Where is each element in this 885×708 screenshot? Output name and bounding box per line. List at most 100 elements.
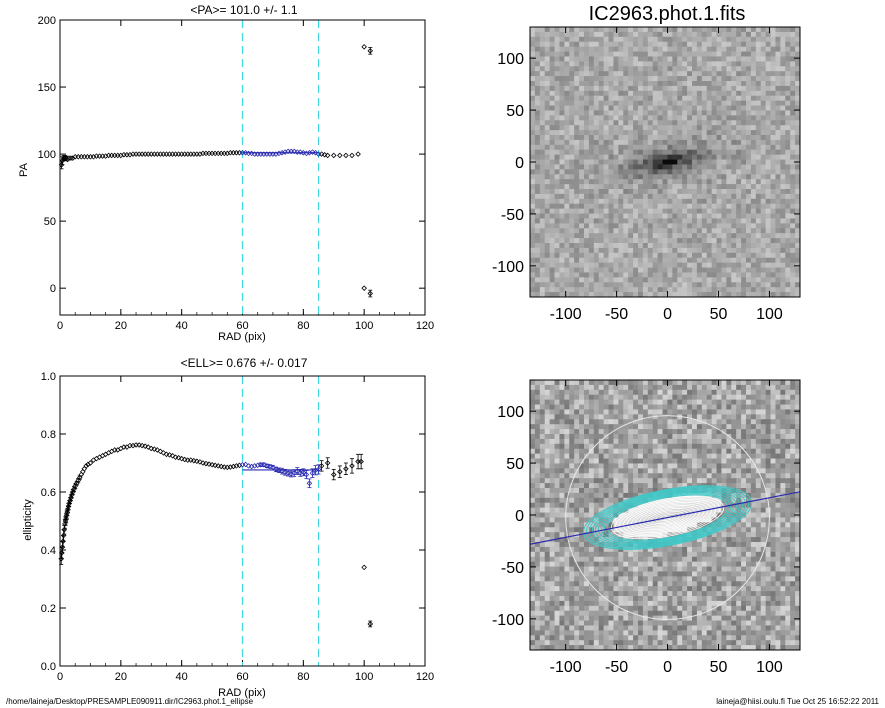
data-point bbox=[203, 460, 209, 467]
data-point bbox=[108, 152, 115, 159]
data-point bbox=[206, 461, 212, 467]
x-tick-label: 100 bbox=[355, 320, 373, 332]
x-tick-label: 0 bbox=[663, 306, 672, 323]
data-point bbox=[330, 152, 337, 159]
data-point bbox=[361, 44, 367, 50]
image-2-isophote-overlay bbox=[530, 415, 800, 620]
pa-ylabel: PA bbox=[18, 162, 30, 177]
data-point bbox=[163, 151, 170, 157]
footer-path: /home/laineja/Desktop/PRESAMPLE090911.di… bbox=[6, 697, 254, 706]
data-point bbox=[139, 442, 145, 449]
pa-panel: <PA>= 101.0 +/- 1.1 PA RAD (pix) 0 20 40 60… bbox=[18, 3, 434, 343]
pa-xlabel: RAD (pix) bbox=[218, 331, 266, 343]
data-point bbox=[233, 149, 240, 156]
data-point bbox=[172, 151, 179, 157]
data-point bbox=[297, 149, 304, 155]
data-point bbox=[93, 455, 100, 462]
x-tick-label: 100 bbox=[756, 306, 783, 323]
data-point bbox=[361, 285, 367, 291]
data-point bbox=[318, 460, 325, 472]
x-tick-label: 100 bbox=[355, 671, 373, 683]
data-point bbox=[358, 453, 364, 470]
outer-circle bbox=[565, 415, 770, 620]
image-2-frame bbox=[529, 379, 801, 651]
data-point bbox=[115, 447, 121, 453]
data-point bbox=[175, 455, 182, 461]
data-point bbox=[90, 457, 97, 463]
data-point bbox=[115, 152, 121, 159]
data-point bbox=[361, 564, 367, 571]
ell-title: <ELL>= 0.676 +/- 0.017 bbox=[181, 356, 308, 370]
data-point bbox=[318, 151, 325, 157]
data-point bbox=[324, 457, 331, 469]
data-point bbox=[181, 456, 188, 463]
y-tick-label: 0.2 bbox=[41, 603, 56, 615]
data-point bbox=[218, 463, 224, 470]
y-tick-label: -50 bbox=[501, 560, 524, 577]
data-point bbox=[80, 468, 86, 475]
data-point bbox=[154, 447, 161, 453]
data-point bbox=[172, 454, 179, 460]
data-point bbox=[68, 155, 74, 161]
image-1-ticks: -100 -50 0 50 100 -100 -50 0 50 100 bbox=[492, 27, 800, 323]
data-point bbox=[291, 148, 297, 155]
data-point bbox=[209, 461, 215, 468]
data-point bbox=[349, 458, 355, 474]
data-point bbox=[118, 445, 124, 452]
data-point bbox=[78, 154, 85, 160]
data-point bbox=[337, 152, 343, 159]
data-point bbox=[194, 151, 200, 157]
data-point bbox=[154, 151, 161, 157]
data-point bbox=[181, 151, 188, 157]
data-point bbox=[178, 455, 185, 462]
y-tick-label: 100 bbox=[497, 404, 524, 421]
data-point bbox=[163, 451, 170, 458]
data-point bbox=[178, 151, 185, 157]
x-tick-label: 60 bbox=[236, 671, 248, 683]
data-point bbox=[160, 151, 167, 157]
x-tick-label: 120 bbox=[416, 320, 434, 332]
data-point bbox=[66, 155, 72, 161]
y-tick-label: 100 bbox=[497, 51, 524, 68]
data-point bbox=[203, 150, 209, 157]
x-tick-label: 40 bbox=[176, 671, 188, 683]
y-tick-label: -100 bbox=[492, 259, 524, 276]
data-point bbox=[133, 151, 139, 157]
data-point bbox=[367, 289, 374, 298]
data-point bbox=[169, 151, 176, 157]
data-point bbox=[142, 443, 148, 449]
data-point bbox=[157, 448, 164, 455]
x-tick-label: 100 bbox=[756, 659, 783, 676]
image-title: IC2963.phot.1.fits bbox=[589, 3, 746, 25]
image-2-pixels bbox=[530, 380, 800, 650]
footer-user-date: laineja@hiisi.oulu.fi Tue Oct 25 16:52:2… bbox=[716, 697, 879, 706]
x-tick-label: 80 bbox=[297, 320, 309, 332]
x-tick-label: 0 bbox=[57, 671, 63, 683]
ell-points bbox=[58, 442, 374, 628]
ell-plot-frame bbox=[59, 375, 426, 667]
data-point bbox=[267, 463, 273, 470]
data-point bbox=[197, 459, 203, 465]
data-point bbox=[87, 460, 94, 466]
data-point bbox=[148, 445, 155, 452]
data-point bbox=[306, 478, 313, 489]
data-point bbox=[367, 47, 374, 55]
image-1-pixels bbox=[530, 27, 800, 297]
data-point bbox=[145, 151, 151, 157]
data-point bbox=[337, 465, 343, 478]
x-tick-label: -50 bbox=[605, 306, 628, 323]
ell-xlabel: RAD (pix) bbox=[218, 687, 266, 699]
data-point bbox=[215, 463, 221, 469]
x-tick-label: 20 bbox=[115, 671, 127, 683]
data-point bbox=[236, 149, 243, 156]
data-point bbox=[212, 462, 218, 469]
y-tick-label: 100 bbox=[38, 149, 56, 161]
data-point bbox=[77, 474, 83, 481]
data-point bbox=[136, 151, 142, 157]
image-panel-1: IC2963.phot.1.fits -100 -50 0 50 100 -100 -50 0… bbox=[492, 3, 801, 323]
data-point bbox=[75, 154, 82, 160]
data-point bbox=[343, 462, 349, 476]
y-tick-label: -50 bbox=[501, 207, 524, 224]
data-point bbox=[121, 444, 127, 450]
